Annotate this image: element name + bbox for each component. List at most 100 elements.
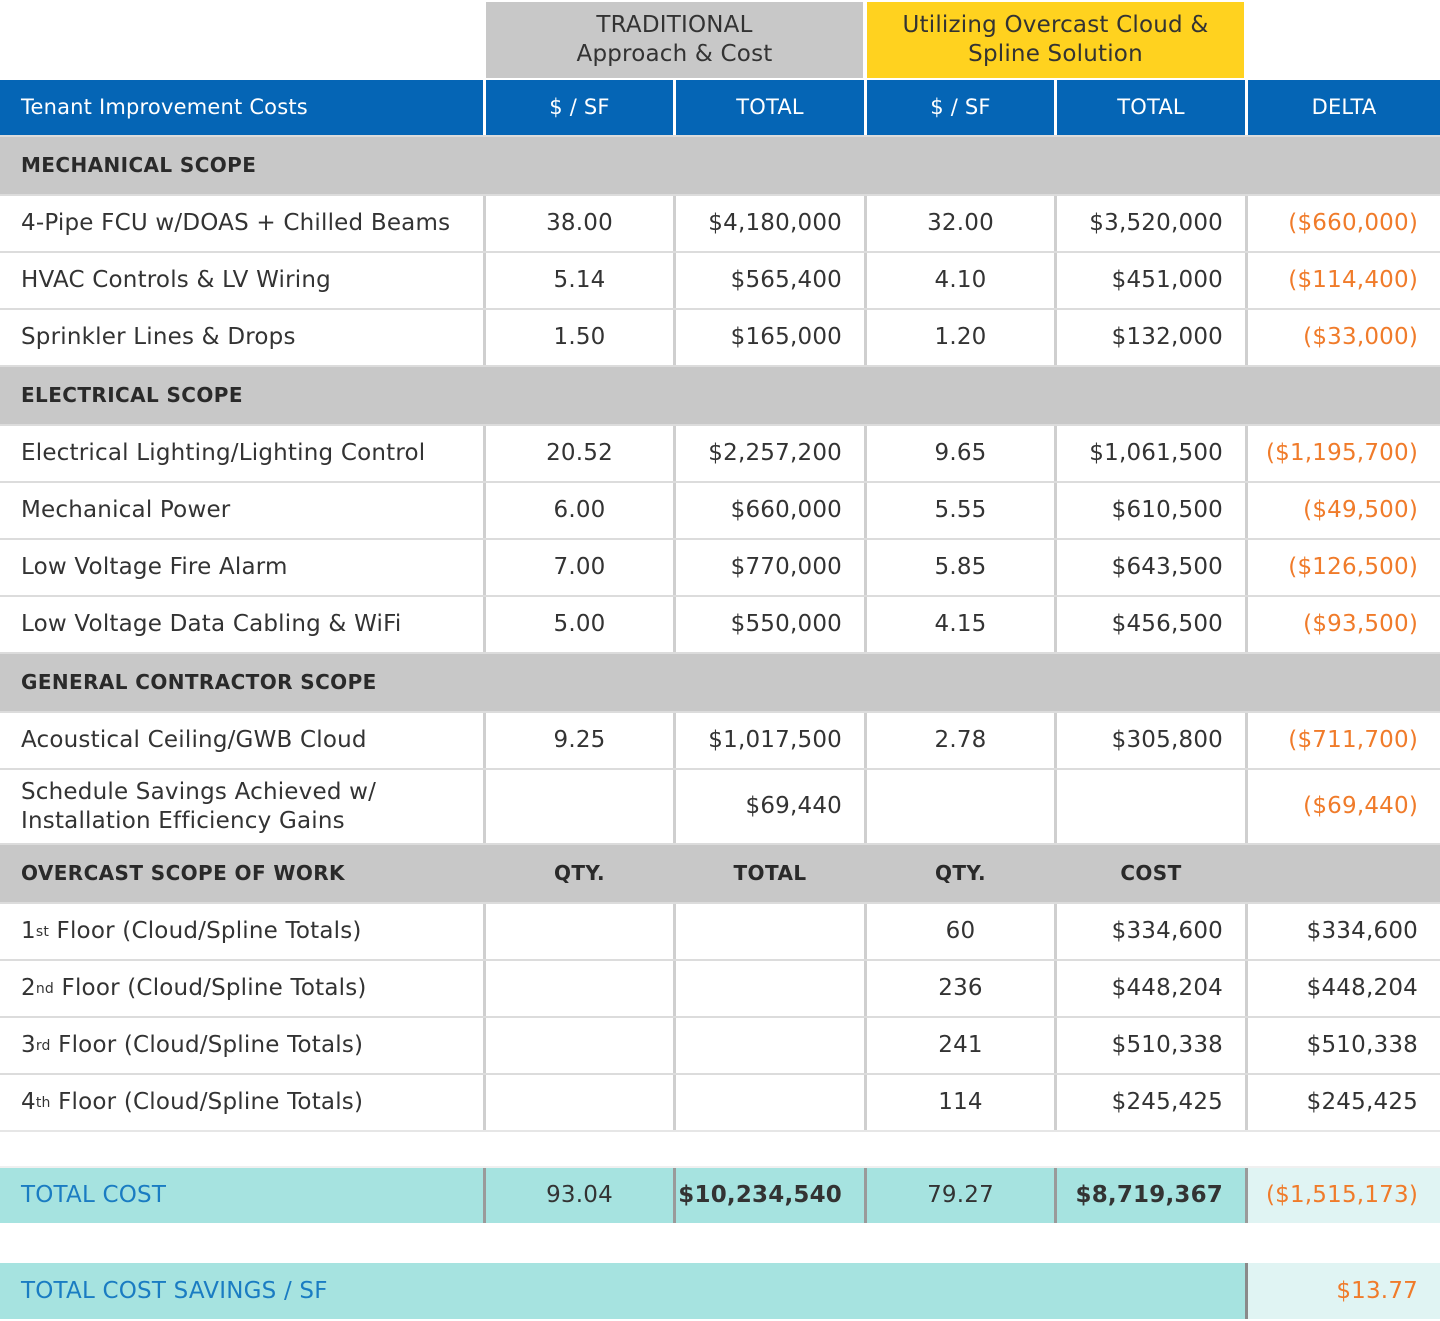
section-header: OVERCAST SCOPE OF WORK [0,845,483,902]
row-value [676,1018,864,1073]
row-value [486,770,673,843]
row-label: Sprinkler Lines & Drops [0,310,483,365]
row-value: ($126,500) [1248,540,1440,595]
savings-divider [1245,1263,1248,1319]
row-value [486,904,673,959]
row-value: 7.00 [486,540,673,595]
row-value: 1.20 [867,310,1054,365]
row-value: $3,520,000 [1057,196,1245,251]
row-divider [0,768,1440,770]
row-value: ($33,000) [1248,310,1440,365]
row-value: $451,000 [1057,253,1245,308]
row-value: $448,204 [1057,961,1245,1016]
row-value: $448,204 [1248,961,1440,1016]
column-header: Tenant Improvement Costs [0,80,483,135]
section-header: TOTAL [676,845,864,902]
group-header: Utilizing Overcast Cloud & Spline Solutio… [867,2,1244,78]
column-header: $ / SF [867,80,1054,135]
label-part: Floor (Cloud/Spline Totals) [49,918,362,944]
row-value: $510,338 [1057,1018,1245,1073]
section-header [1248,845,1440,902]
row-value: $550,000 [676,597,864,652]
row-value: 32.00 [867,196,1054,251]
savings-label: TOTAL COST SAVINGS / SF [0,1263,1245,1319]
row-divider [0,595,1440,597]
row-value: $2,257,200 [676,426,864,481]
label-part: 3 [21,1032,36,1058]
total-value: $10,234,540 [676,1168,864,1223]
row-value: ($69,440) [1248,770,1440,843]
column-header: TOTAL [676,80,864,135]
row-divider [0,711,1440,713]
row-divider [0,251,1440,253]
row-value [486,1018,673,1073]
row-value: $165,000 [676,310,864,365]
column-header: $ / SF [486,80,673,135]
row-label: Electrical Lighting/Lighting Control [0,426,483,481]
row-label: Mechanical Power [0,483,483,538]
row-value: $510,338 [1248,1018,1440,1073]
row-value: 20.52 [486,426,673,481]
row-value: $245,425 [1248,1075,1440,1130]
row-value: $660,000 [676,483,864,538]
column-header: DELTA [1248,80,1440,135]
row-value: 5.85 [867,540,1054,595]
row-value: 2.78 [867,713,1054,768]
row-divider [0,481,1440,483]
row-value [676,904,864,959]
total-value: ($1,515,173) [1248,1168,1440,1223]
row-value [1057,770,1245,843]
row-value: $132,000 [1057,310,1245,365]
row-value: 4.15 [867,597,1054,652]
row-value: ($1,195,700) [1248,426,1440,481]
label-part: Floor (Cloud/Spline Totals) [50,1089,364,1115]
section-header: GENERAL CONTRACTOR SCOPE [0,654,1440,711]
row-divider [0,424,1440,426]
row-value: $305,800 [1057,713,1245,768]
row-value: $1,017,500 [676,713,864,768]
row-value: 9.65 [867,426,1054,481]
label-part: Floor (Cloud/Spline Totals) [54,975,367,1001]
row-value [676,1075,864,1130]
row-divider [0,538,1440,540]
text-line: Installation Efficiency Gains [21,807,345,834]
row-value: 5.00 [486,597,673,652]
label-part: 1 [21,918,36,944]
row-divider [0,365,1440,367]
text-line: Utilizing Overcast Cloud & [902,12,1209,38]
total-label: TOTAL COST [0,1168,483,1223]
row-value: $245,425 [1057,1075,1245,1130]
row-label: Acoustical Ceiling/GWB Cloud [0,713,483,768]
row-value: $770,000 [676,540,864,595]
row-value: 60 [867,904,1054,959]
section-header: MECHANICAL SCOPE [0,137,1440,194]
row-value: $334,600 [1248,904,1440,959]
row-value: $456,500 [1057,597,1245,652]
text-line: Schedule Savings Achieved w/ [21,778,377,805]
group-header: TRADITIONAL Approach & Cost [486,2,863,78]
row-value: 6.00 [486,483,673,538]
row-divider [0,194,1440,196]
row-divider [0,135,1440,137]
row-value: ($660,000) [1248,196,1440,251]
row-divider [0,959,1440,961]
row-label: 4-Pipe FCU w/DOAS + Chilled Beams [0,196,483,251]
total-value: 93.04 [486,1168,673,1223]
label-part: 2 [21,975,36,1001]
row-value [486,1075,673,1130]
label-part: 4 [21,1089,36,1115]
row-value: ($711,700) [1248,713,1440,768]
row-divider [0,308,1440,310]
row-value: 1.50 [486,310,673,365]
row-value [867,770,1054,843]
row-label: HVAC Controls & LV Wiring [0,253,483,308]
savings-value: $13.77 [1248,1263,1440,1319]
total-value: $8,719,367 [1057,1168,1245,1223]
row-divider [0,1073,1440,1075]
row-value: $4,180,000 [676,196,864,251]
row-divider [0,902,1440,904]
